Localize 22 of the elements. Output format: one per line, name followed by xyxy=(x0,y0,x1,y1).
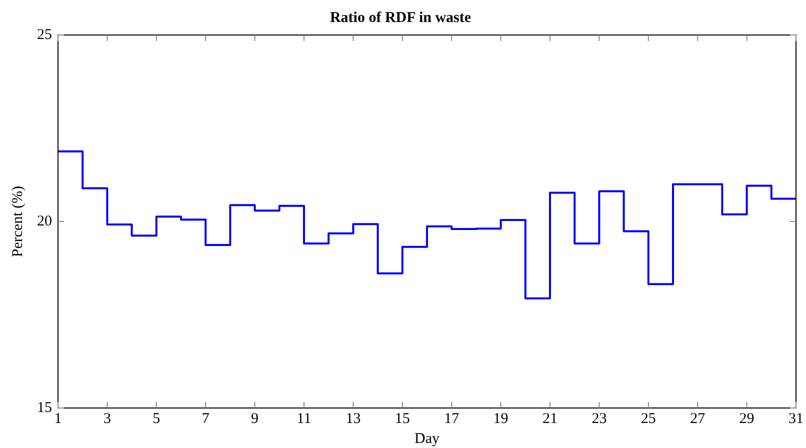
x-tick-label: 31 xyxy=(788,410,804,427)
x-tick-label: 9 xyxy=(251,410,259,427)
x-tick-label: 17 xyxy=(444,410,460,427)
x-tick-label: 19 xyxy=(493,410,508,427)
x-tick-label: 25 xyxy=(640,410,656,427)
x-tick-label: 1 xyxy=(54,410,62,427)
y-axis-title: Percent (%) xyxy=(10,186,26,258)
x-tick-label: 3 xyxy=(103,410,111,427)
x-tick-label: 23 xyxy=(592,410,607,427)
x-tick-label: 13 xyxy=(346,410,361,427)
x-tick-label: 21 xyxy=(542,410,558,427)
x-tick-label: 29 xyxy=(739,410,754,427)
x-tick-label: 27 xyxy=(690,410,706,427)
x-tick-label: 15 xyxy=(394,410,410,427)
y-tick-label: 20 xyxy=(37,213,52,230)
x-tick-label: 11 xyxy=(296,410,312,427)
x-tick-label: 5 xyxy=(152,410,160,427)
y-tick-label: 15 xyxy=(37,400,52,416)
x-axis-title: Day xyxy=(414,430,440,447)
x-tick-label: 7 xyxy=(202,410,210,427)
chart-title: Ratio of RDF in waste xyxy=(330,10,472,26)
y-tick-label: 25 xyxy=(37,26,52,43)
